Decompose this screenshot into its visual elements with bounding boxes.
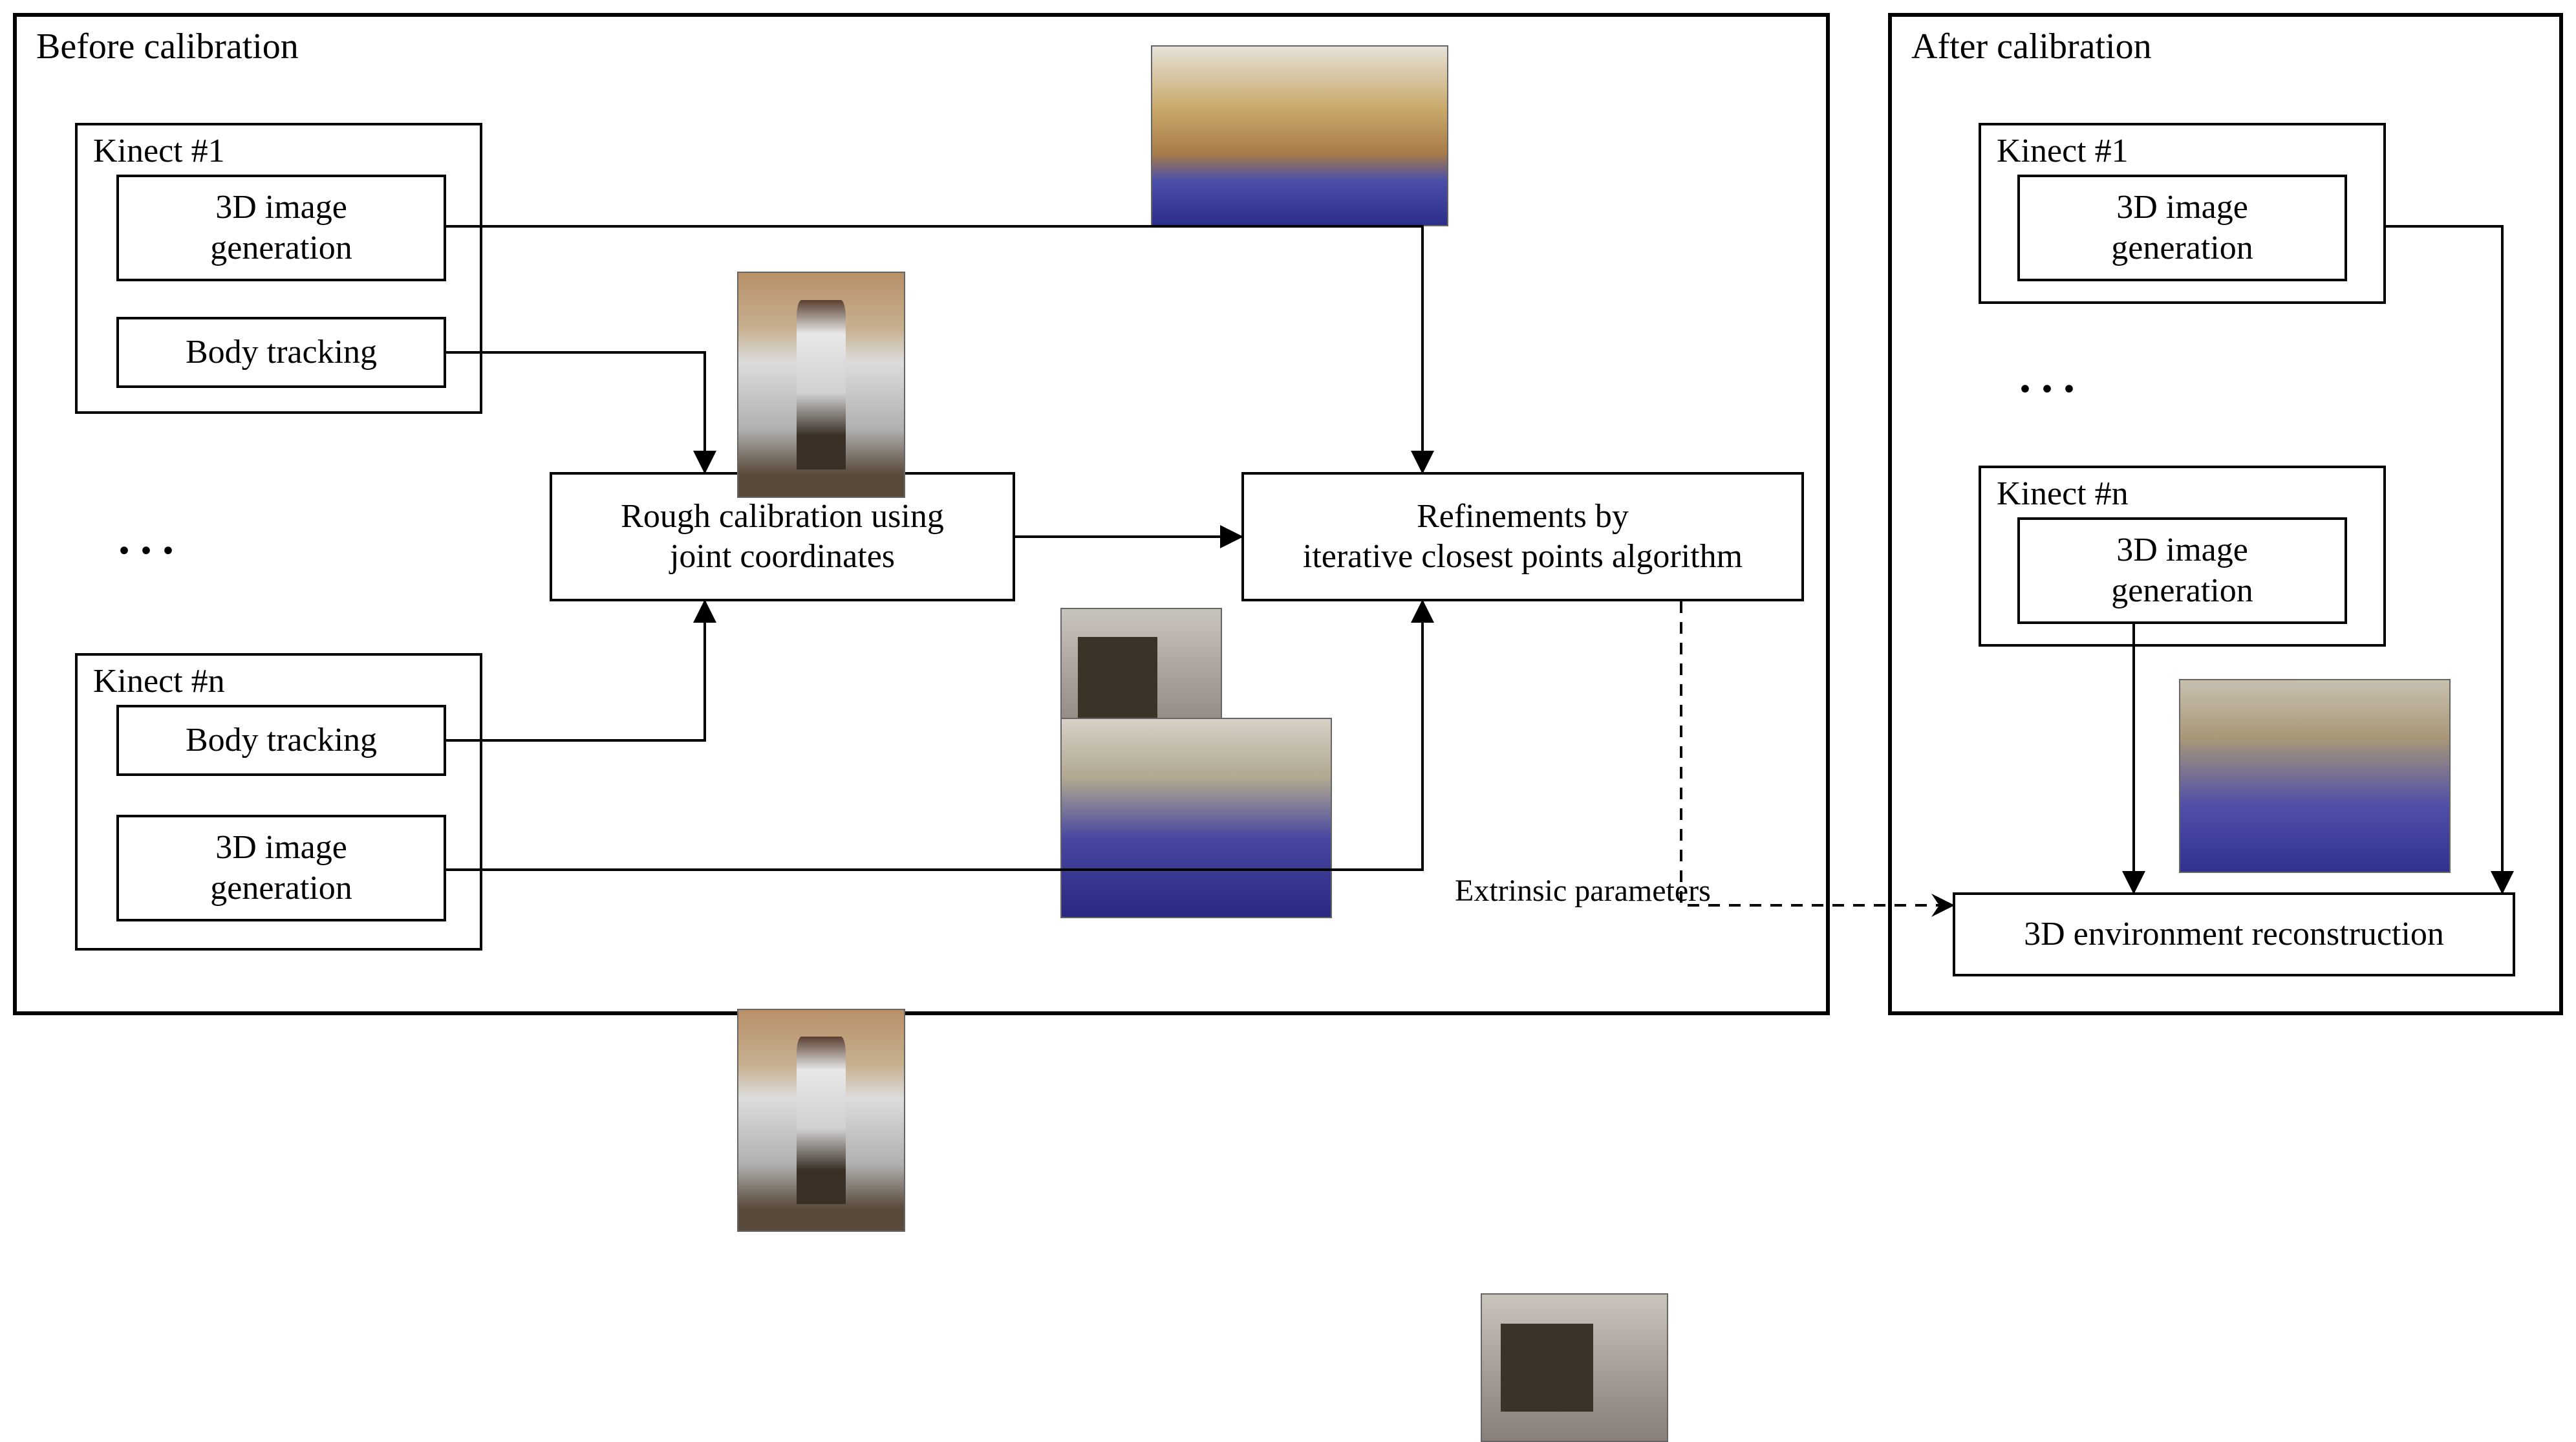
panel-before-title: Before calibration bbox=[36, 26, 299, 67]
box-after-k1-3d: 3D imagegeneration bbox=[2017, 175, 2347, 281]
box-before-kn-body: Body tracking bbox=[116, 705, 446, 776]
ellipsis-before-left: ··· bbox=[116, 524, 182, 577]
box-after-kn-3d: 3D imagegeneration bbox=[2017, 517, 2347, 624]
image-person-bottom bbox=[737, 1009, 905, 1232]
box-refinements: Refinements byiterative closest points a… bbox=[1241, 472, 1804, 601]
panel-after-title: After calibration bbox=[1911, 26, 2152, 67]
image-room-top bbox=[1151, 45, 1448, 226]
image-person-top bbox=[737, 272, 905, 498]
box-before-k1-3d: 3D imagegeneration bbox=[116, 175, 446, 281]
image-desk-right bbox=[1481, 1293, 1668, 1442]
box-before-k1-body: Body tracking bbox=[116, 317, 446, 388]
group-before-kinectn-title: Kinect #n bbox=[93, 662, 225, 700]
box-3d-reconstruction: 3D environment reconstruction bbox=[1953, 892, 2515, 976]
group-after-kinect1-title: Kinect #1 bbox=[1997, 132, 2129, 170]
image-merged-recon bbox=[2179, 679, 2451, 873]
group-after-kinectn-title: Kinect #n bbox=[1997, 475, 2129, 513]
image-scan-bottom bbox=[1060, 718, 1332, 918]
label-extrinsic: Extrinsic parameters bbox=[1455, 873, 1711, 909]
ellipsis-after: ··· bbox=[2017, 362, 2083, 416]
box-before-kn-3d: 3D imagegeneration bbox=[116, 815, 446, 921]
group-before-kinect1-title: Kinect #1 bbox=[93, 132, 225, 170]
